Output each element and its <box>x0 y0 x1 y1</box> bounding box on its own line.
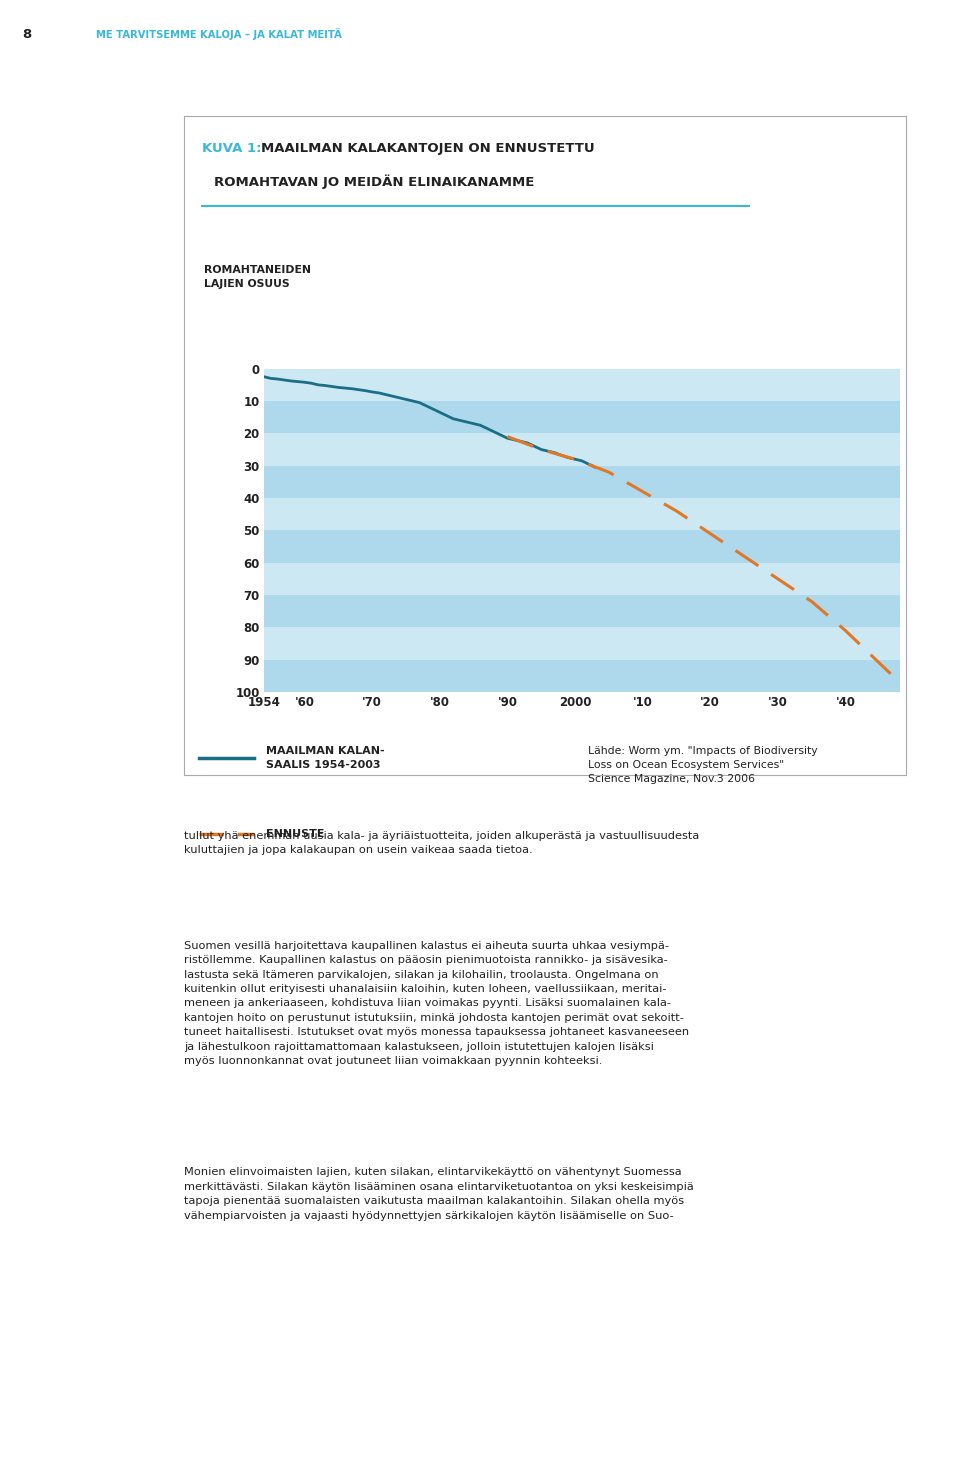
Text: MAAILMAN KALAKANTOJEN ON ENNUSTETTU: MAAILMAN KALAKANTOJEN ON ENNUSTETTU <box>261 142 595 155</box>
Bar <box>264 530 900 563</box>
Bar <box>264 563 900 595</box>
Bar <box>264 497 900 530</box>
Bar <box>264 595 900 628</box>
Text: MAAILMAN KALAN-
SAALIS 1954-2003: MAAILMAN KALAN- SAALIS 1954-2003 <box>266 746 385 770</box>
Bar <box>264 401 900 433</box>
Bar <box>264 369 900 401</box>
Text: ROMAHTAVAN JO MEIDÄN ELINAIKANAMME: ROMAHTAVAN JO MEIDÄN ELINAIKANAMME <box>214 174 535 189</box>
Text: ROMAHTANEIDEN
LAJIEN OSUUS: ROMAHTANEIDEN LAJIEN OSUUS <box>204 265 311 288</box>
Bar <box>264 433 900 465</box>
Bar <box>264 660 900 692</box>
Text: ENNUSTE: ENNUSTE <box>266 830 324 838</box>
Text: Lähde: Worm ym. "Impacts of Biodiversity
Loss on Ocean Ecosystem Services"
Scien: Lähde: Worm ym. "Impacts of Biodiversity… <box>588 746 817 784</box>
Text: Monien elinvoimaisten lajien, kuten silakan, elintarvikekäyttö on vähentynyt Suo: Monien elinvoimaisten lajien, kuten sila… <box>184 1167 694 1220</box>
Text: KUVA 1:: KUVA 1: <box>202 142 261 155</box>
Text: ME TARVITSEMME KALOJA – JA KALAT MEITÄ: ME TARVITSEMME KALOJA – JA KALAT MEITÄ <box>96 28 342 40</box>
Text: Suomen vesillä harjoitettava kaupallinen kalastus ei aiheuta suurta uhkaa vesiym: Suomen vesillä harjoitettava kaupallinen… <box>184 941 689 1067</box>
Bar <box>264 465 900 497</box>
Bar <box>264 628 900 660</box>
Text: tullut yhä enemmän uusia kala- ja äyriäistuotteita, joiden alkuperästä ja vastuu: tullut yhä enemmän uusia kala- ja äyriäi… <box>184 831 700 856</box>
Text: 8: 8 <box>22 28 32 41</box>
